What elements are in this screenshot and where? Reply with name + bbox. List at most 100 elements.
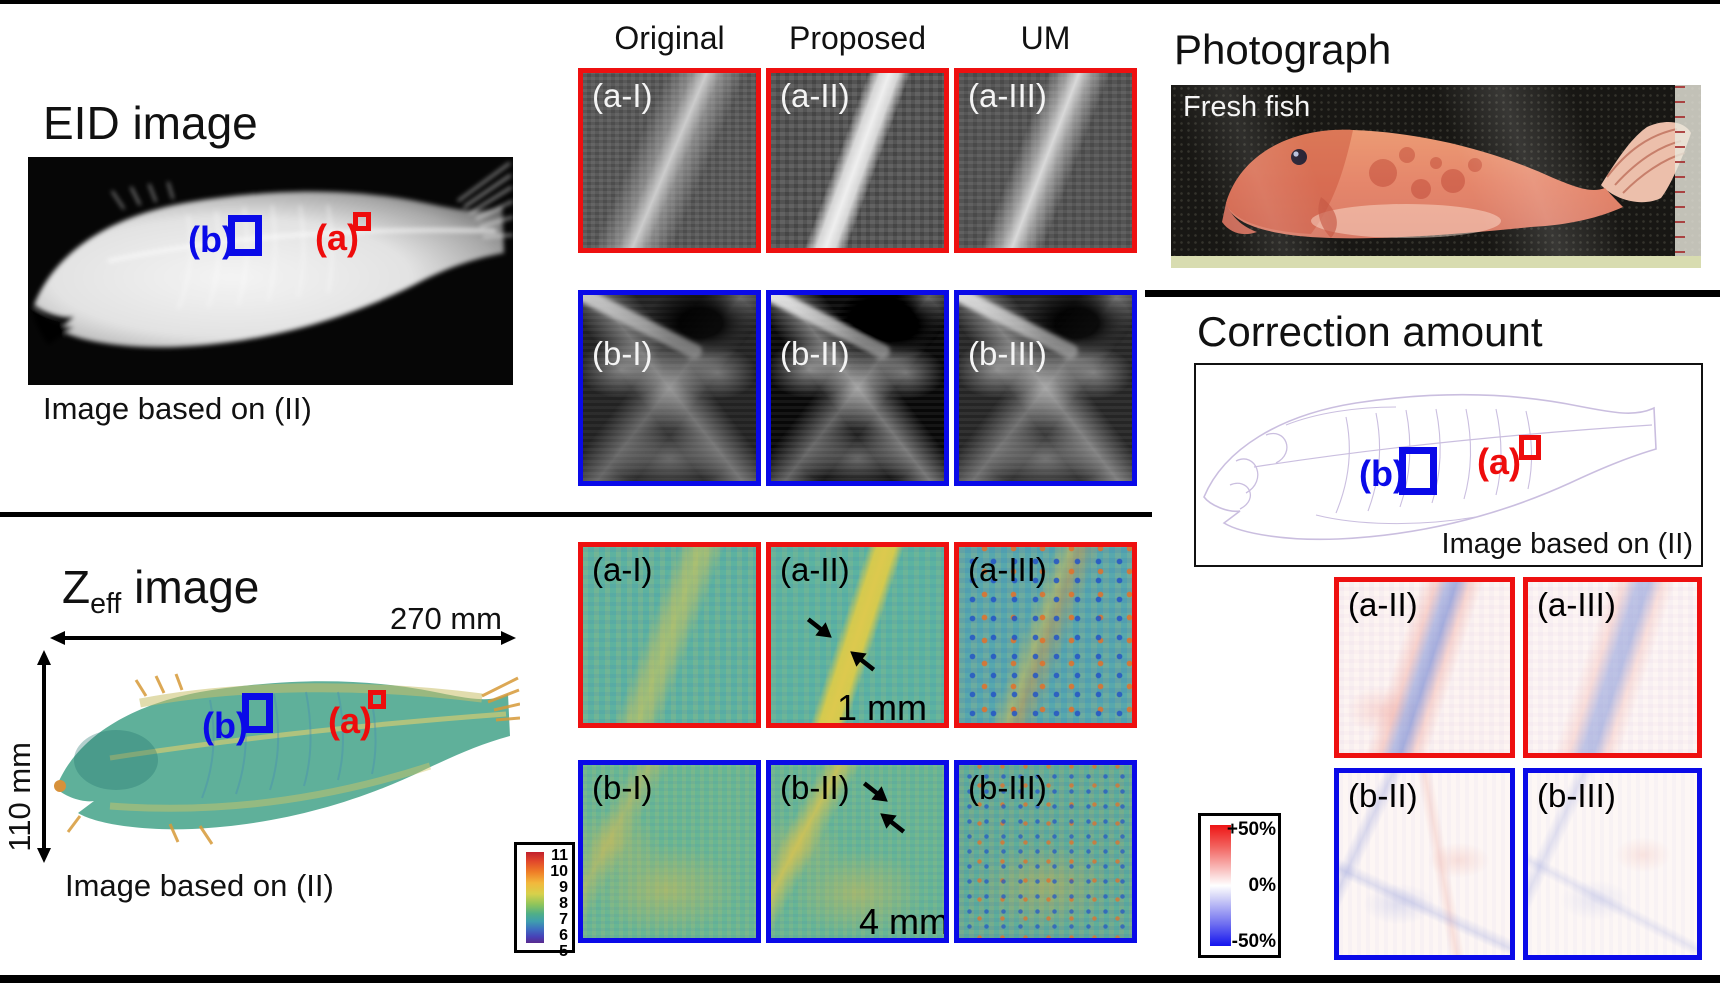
zeff-fish-map [54, 673, 521, 845]
zeff-colorbar: 11 10 9 8 7 6 5 [514, 842, 575, 960]
eid-caption: Image based on (II) [43, 391, 312, 426]
gray-crop-a3-label: (a-III) [968, 77, 1047, 114]
zeff-image: (b) (a) [50, 648, 521, 860]
zeff-crop-b1-image [583, 765, 756, 938]
correction-colorbar-gradient [1210, 825, 1231, 946]
photo-tray-edge [1171, 256, 1701, 268]
photo-image: Fresh fish [1171, 85, 1701, 268]
column-header-proposed: Proposed [789, 20, 926, 56]
zeff-marker-b-label: (b) [202, 705, 248, 746]
gray-crop-a2-label: (a-II) [780, 77, 850, 114]
zeff-crop-b2: (b-II) 4 mm [766, 760, 949, 943]
correction-crop-a2: (a-II) [1334, 577, 1515, 758]
correction-image: (b) (a) Image based on (II) [1194, 363, 1703, 567]
correction-crop-a2-image [1339, 582, 1510, 753]
eid-marker-a-box [353, 212, 371, 231]
zeff-crop-a3: (a-III) [954, 542, 1137, 728]
zeff-tick-6: 6 [559, 927, 568, 944]
zeff-crop-a2-label: (a-II) [780, 551, 850, 588]
correction-colorbar-tick-top: +50% [1226, 819, 1276, 840]
eid-marker-b-box [228, 215, 262, 256]
zeff-crop-b3-label: (b-III) [968, 769, 1047, 806]
correction-marker-b-box [1399, 447, 1437, 495]
gray-crop-b1-image [583, 295, 756, 481]
left-section-divider [0, 512, 1152, 517]
correction-crop-a2-label: (a-II) [1348, 586, 1418, 623]
photo-title: Photograph [1174, 26, 1392, 73]
correction-colorbar-ticks: +50% 0% -50% [1227, 820, 1276, 951]
correction-colorbar-tick-mid: 0% [1248, 875, 1276, 896]
zeff-width-arrow [50, 631, 516, 645]
correction-caption: Image based on (II) [1441, 528, 1693, 560]
zeff-crop-a1: (a-I) [578, 542, 761, 728]
bottom-border [0, 975, 1720, 983]
photo-fish [1222, 122, 1691, 239]
correction-marker-b-label: (b) [1359, 453, 1405, 494]
gray-crop-b2-label: (b-II) [780, 335, 850, 372]
zeff-title: Zeff image [62, 561, 260, 621]
zeff-caption: Image based on (II) [65, 868, 334, 903]
zeff-crop-a3-label: (a-III) [968, 551, 1047, 588]
correction-crop-b2-label: (b-II) [1348, 777, 1418, 814]
correction-colorbar-tick-bottom: -50% [1231, 931, 1276, 952]
zeff-marker-a-label: (a) [328, 700, 372, 741]
eid-marker-a-label: (a) [315, 217, 359, 258]
correction-crop-a3: (a-III) [1523, 577, 1702, 758]
zeff-crop-b1: (b-I) [578, 760, 761, 943]
gray-crop-b3-label: (b-III) [968, 335, 1047, 372]
zeff-crop-b1-label: (b-I) [592, 769, 653, 806]
correction-crop-a3-image [1528, 582, 1697, 753]
eid-marker-b-label: (b) [188, 219, 234, 260]
zeff-crop-a3-image [959, 547, 1132, 723]
zeff-crop-b2-image [771, 765, 944, 938]
zeff-crop-a2-image [771, 547, 944, 723]
correction-crop-b2-image [1339, 773, 1510, 955]
correction-colorbar: +50% 0% -50% [1198, 813, 1281, 958]
column-header-original: Original [614, 20, 725, 56]
zeff-crop-b3-image [959, 765, 1132, 938]
gray-crop-b3: (b-III) [954, 290, 1137, 486]
column-header-um: UM [1020, 20, 1071, 56]
gray-crop-b1-label: (b-I) [592, 335, 653, 372]
eid-fish-xray [32, 162, 513, 348]
zeff-a2-scale-label: 1 mm [837, 687, 927, 728]
zeff-tick-11: 11 [551, 847, 568, 864]
zeff-width-label: 270 mm [390, 601, 502, 636]
zeff-height-label: 110 mm [2, 742, 37, 852]
zeff-crop-b2-label: (b-II) [780, 769, 850, 806]
photo-ruler-strip [1675, 85, 1701, 268]
gray-crop-b3-image [959, 295, 1132, 481]
zeff-tick-8: 8 [559, 895, 568, 912]
zeff-tick-7: 7 [559, 911, 568, 928]
gray-crop-b2-image [771, 295, 944, 481]
right-section-divider [1145, 290, 1720, 297]
zeff-tick-5: 5 [559, 943, 568, 960]
correction-crop-a3-label: (a-III) [1537, 586, 1616, 623]
gray-crop-b1: (b-I) [578, 290, 761, 486]
correction-crop-b3-label: (b-III) [1537, 777, 1616, 814]
zeff-crop-a1-image [583, 547, 756, 723]
correction-title: Correction amount [1197, 308, 1543, 355]
photo-label: Fresh fish [1183, 91, 1311, 123]
gray-crop-a1-label: (a-I) [592, 77, 653, 114]
correction-crop-b3: (b-III) [1523, 768, 1702, 960]
zeff-b2-scale-label: 4 mm [859, 901, 949, 942]
gray-crop-a1-image [583, 73, 756, 248]
zeff-height-arrow [37, 650, 51, 863]
zeff-crop-a2: (a-II) 1 mm [766, 542, 949, 728]
correction-marker-a-box [1519, 435, 1541, 460]
top-border [0, 0, 1720, 4]
gray-crop-a3-image [959, 73, 1132, 248]
zeff-colorbar-gradient [526, 852, 544, 943]
correction-crop-b3-image [1528, 773, 1697, 955]
gray-crop-a1: (a-I) [578, 68, 761, 253]
zeff-marker-b-box [242, 693, 273, 733]
eid-image: (b) (a) [28, 157, 513, 385]
gray-crop-a2: (a-II) [766, 68, 949, 253]
gray-crop-a3: (a-III) [954, 68, 1137, 253]
correction-crop-b2: (b-II) [1334, 768, 1515, 960]
photo-plastic-sheen [1171, 85, 1701, 268]
zeff-tick-9: 9 [559, 879, 568, 896]
gray-crop-b2: (b-II) [766, 290, 949, 486]
